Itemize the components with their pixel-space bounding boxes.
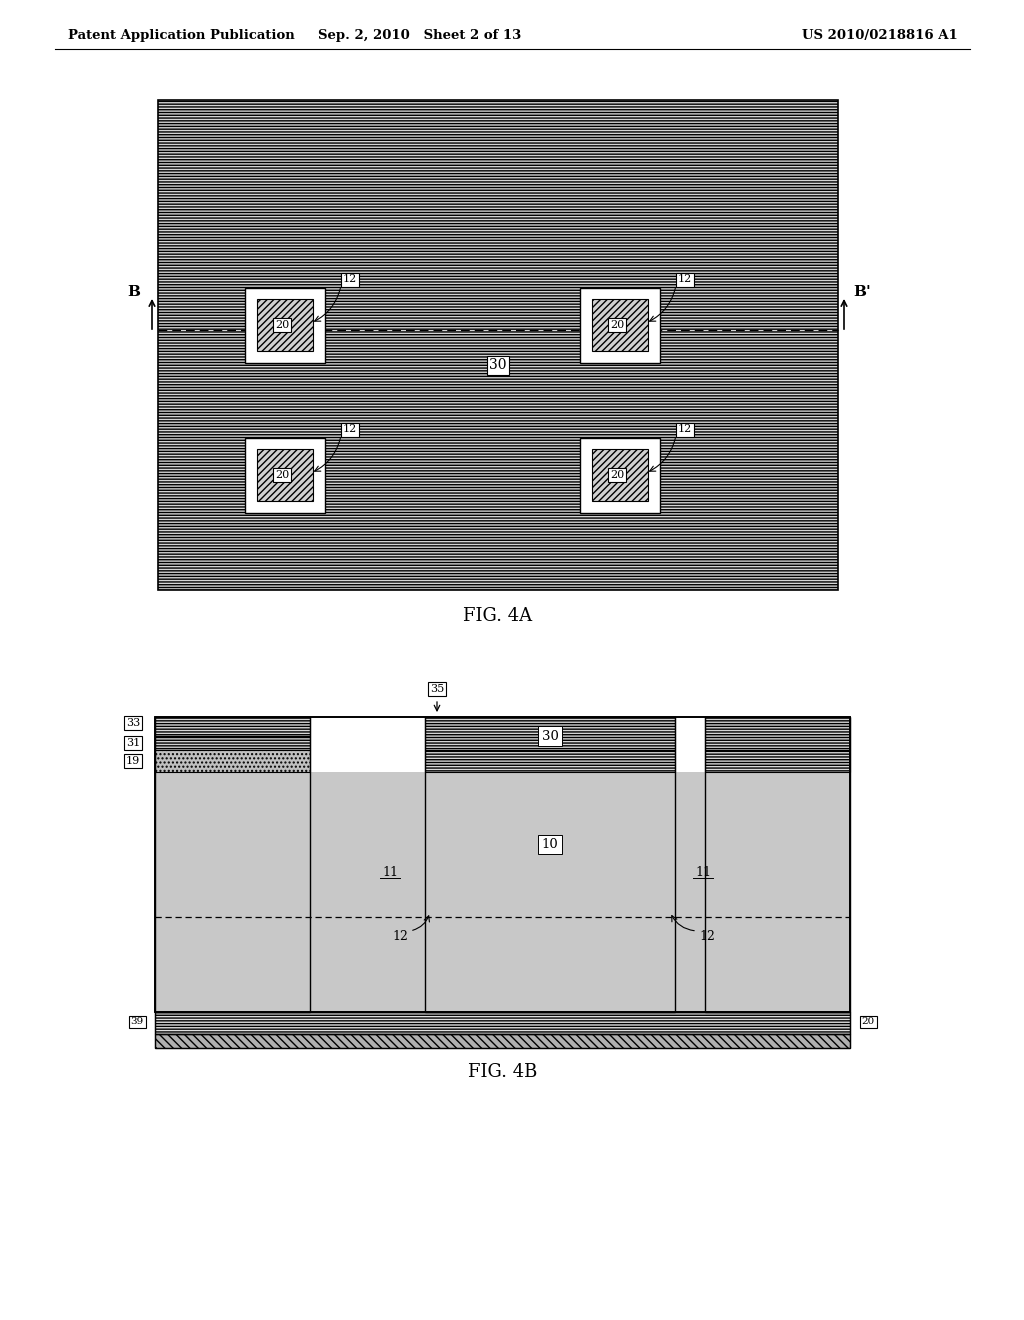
Bar <box>245 437 325 512</box>
Text: 12: 12 <box>343 275 357 285</box>
Text: 11: 11 <box>695 866 711 879</box>
Text: 19: 19 <box>126 756 140 766</box>
Text: 20: 20 <box>274 319 289 330</box>
Text: 20: 20 <box>610 319 624 330</box>
Bar <box>155 1012 850 1034</box>
Bar <box>155 717 850 1012</box>
Bar <box>155 772 850 1012</box>
Bar <box>155 737 310 750</box>
Bar <box>592 449 648 502</box>
Bar <box>705 750 850 772</box>
Text: 12: 12 <box>678 425 692 434</box>
Text: 30: 30 <box>542 730 558 743</box>
Text: 10: 10 <box>542 838 558 851</box>
Bar <box>580 437 660 512</box>
Text: B': B' <box>853 285 870 300</box>
Text: US 2010/0218816 A1: US 2010/0218816 A1 <box>802 29 957 41</box>
Bar <box>155 1012 850 1034</box>
Text: 12: 12 <box>392 931 408 944</box>
Text: FIG. 4B: FIG. 4B <box>468 1063 538 1081</box>
Bar <box>257 449 313 502</box>
Bar <box>705 717 850 1012</box>
Text: 33: 33 <box>126 718 140 729</box>
Bar <box>592 300 648 351</box>
Text: 12: 12 <box>343 425 357 434</box>
Text: FIG. 4A: FIG. 4A <box>464 607 532 624</box>
Bar <box>580 288 660 363</box>
Bar <box>155 717 850 1012</box>
Text: 12: 12 <box>678 275 692 285</box>
Bar <box>257 300 313 351</box>
Bar <box>155 717 310 1012</box>
Text: B: B <box>128 285 140 300</box>
Text: 35: 35 <box>430 684 444 694</box>
Text: 39: 39 <box>130 1018 143 1027</box>
Bar <box>705 717 850 750</box>
Bar <box>425 717 675 1012</box>
Bar <box>425 717 675 750</box>
Bar <box>155 717 310 737</box>
Text: 20: 20 <box>610 470 624 480</box>
Text: 20: 20 <box>861 1018 874 1027</box>
Text: 12: 12 <box>699 931 715 944</box>
Bar <box>155 750 310 772</box>
Bar <box>155 1034 850 1048</box>
Bar <box>425 750 675 772</box>
Bar <box>155 1034 850 1048</box>
Text: 11: 11 <box>382 866 398 879</box>
Text: 30: 30 <box>489 358 507 372</box>
Text: 20: 20 <box>274 470 289 480</box>
Text: 31: 31 <box>126 738 140 748</box>
Text: Patent Application Publication: Patent Application Publication <box>68 29 295 41</box>
Bar <box>158 100 838 590</box>
Text: Sep. 2, 2010   Sheet 2 of 13: Sep. 2, 2010 Sheet 2 of 13 <box>318 29 521 41</box>
Bar <box>245 288 325 363</box>
